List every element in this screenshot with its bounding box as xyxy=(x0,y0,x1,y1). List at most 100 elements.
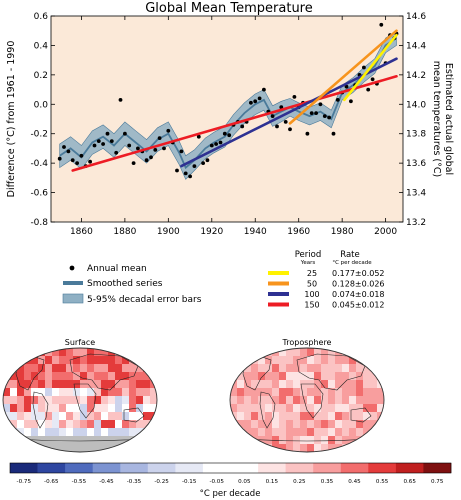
y-tick-label: -0.8 xyxy=(30,218,48,228)
map-cell xyxy=(272,396,280,405)
map-cell xyxy=(300,404,308,413)
map-cell xyxy=(342,356,350,365)
map-cell xyxy=(237,404,245,413)
map-cell xyxy=(136,388,144,397)
map-cell xyxy=(24,396,32,405)
map-cell xyxy=(129,412,137,421)
map-cell xyxy=(115,428,123,437)
map-cell xyxy=(272,412,280,421)
y-tick-label: 0.2 xyxy=(34,71,48,81)
map-cell xyxy=(52,404,60,413)
troposphere-map-title: Troposphere xyxy=(282,338,332,347)
antarctica-missing-data xyxy=(3,436,157,452)
map-cell xyxy=(286,396,294,405)
error-band xyxy=(59,30,397,180)
map-cell xyxy=(251,396,259,405)
map-cell xyxy=(66,428,74,437)
map-cell xyxy=(17,444,25,452)
map-cell xyxy=(31,428,39,437)
map-cell xyxy=(52,380,60,389)
map-cell xyxy=(265,356,273,365)
rate-header: Rate xyxy=(340,250,360,260)
plot-area xyxy=(50,15,404,223)
map-cell xyxy=(59,356,67,365)
map-cell xyxy=(230,348,238,357)
map-cell xyxy=(328,436,336,445)
annual-mean-point xyxy=(70,158,75,163)
map-cell xyxy=(272,388,280,397)
map-cell xyxy=(45,364,53,373)
map-cell xyxy=(377,364,384,373)
map-cell xyxy=(80,372,88,381)
continent-outline xyxy=(73,383,97,419)
map-cell xyxy=(143,404,151,413)
map-cell xyxy=(129,428,137,437)
map-cell xyxy=(258,396,266,405)
trend-period: 100 xyxy=(304,290,319,299)
map-cell xyxy=(286,388,294,397)
map-cell xyxy=(136,412,144,421)
map-cell xyxy=(59,396,67,405)
map-cell xyxy=(258,444,266,452)
map-cell xyxy=(52,412,60,421)
map-cell xyxy=(342,388,350,397)
y2-tick-label: 14.4 xyxy=(406,41,426,51)
annual-mean-point xyxy=(322,114,327,118)
map-cell xyxy=(52,396,60,405)
map-cell xyxy=(300,356,308,365)
map-cell xyxy=(335,364,343,373)
map-cell xyxy=(143,348,151,357)
map-cell xyxy=(321,428,329,437)
map-cell xyxy=(356,388,364,397)
map-cell xyxy=(293,356,301,365)
map-cell xyxy=(293,372,301,381)
colorbar-tick-label: 0.65 xyxy=(403,479,416,485)
map-cell xyxy=(265,412,273,421)
map-cell xyxy=(314,412,322,421)
map-cell xyxy=(272,356,280,365)
annual-mean-point xyxy=(109,139,114,144)
period-header: Period xyxy=(295,250,322,260)
continent-outline xyxy=(32,391,49,429)
map-cell xyxy=(59,428,67,437)
map-cell xyxy=(237,420,245,429)
map-cell xyxy=(17,412,25,421)
map-cell xyxy=(3,356,11,365)
map-cell xyxy=(293,396,301,405)
legend-annual-mean-marker xyxy=(69,265,75,271)
map-cell xyxy=(94,428,102,437)
colorbar-cell xyxy=(230,463,259,473)
map-cell xyxy=(370,388,378,397)
map-cell xyxy=(143,436,151,445)
map-cell xyxy=(293,444,301,452)
y2-tick-label: 13.2 xyxy=(406,218,426,228)
map-cell xyxy=(300,436,308,445)
legend-error-swatch xyxy=(62,293,84,304)
map-cell xyxy=(87,428,95,437)
map-cell xyxy=(272,404,280,413)
map-cell xyxy=(150,356,157,365)
map-cell xyxy=(244,356,252,365)
map-cell xyxy=(370,356,378,365)
map-cell xyxy=(328,444,336,452)
smoothed-series-line xyxy=(59,37,398,170)
map-cell xyxy=(321,444,329,452)
map-cell xyxy=(258,420,266,429)
map-cell xyxy=(349,404,357,413)
map-cell xyxy=(377,428,384,437)
map-cell xyxy=(31,348,39,357)
annual-mean-point xyxy=(162,146,166,151)
continent-outline xyxy=(296,353,366,391)
map-cell xyxy=(314,348,322,357)
surface-map-title: Surface xyxy=(65,338,96,347)
y-tick-label: 0.0 xyxy=(34,100,49,110)
map-cell xyxy=(321,348,329,357)
map-cell xyxy=(122,428,130,437)
map-cell xyxy=(342,364,350,373)
map-cell xyxy=(356,348,364,357)
map-cell xyxy=(101,372,109,381)
map-cell xyxy=(314,372,322,381)
map-cell xyxy=(335,396,343,405)
map-cell xyxy=(370,444,378,452)
map-cell xyxy=(73,428,81,437)
